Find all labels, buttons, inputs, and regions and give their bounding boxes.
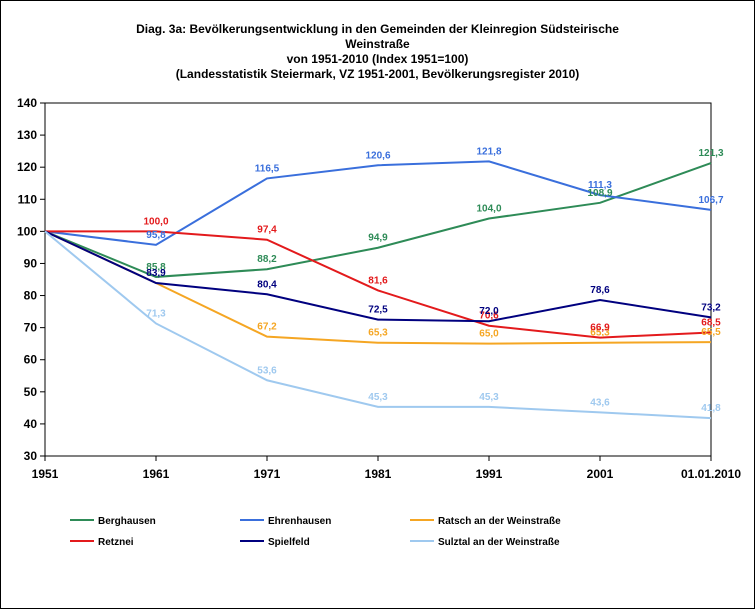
data-label: 68,5 xyxy=(701,317,721,328)
x-tick-label: 1981 xyxy=(365,467,392,481)
data-label: 67,2 xyxy=(257,322,277,333)
series-line-1 xyxy=(44,162,712,278)
series-line-4 xyxy=(45,230,712,339)
legend-label: Spielfeld xyxy=(268,537,310,548)
data-label: 73,2 xyxy=(701,302,721,313)
data-label: 53,6 xyxy=(257,365,277,376)
y-tick-label: 100 xyxy=(17,224,37,238)
data-label: 65,0 xyxy=(479,329,499,340)
data-label: 104,0 xyxy=(476,204,501,215)
chart-title-line-1: Diag. 3a: Bevölkerungsentwicklung in den… xyxy=(136,22,619,36)
data-label: 97,4 xyxy=(257,225,277,236)
data-label: 106,7 xyxy=(698,195,723,206)
x-tick-label: 1971 xyxy=(254,467,281,481)
data-label: 65,3 xyxy=(590,328,610,339)
y-tick-label: 60 xyxy=(24,353,38,367)
data-label: 70,6 xyxy=(479,311,499,322)
data-label: 121,3 xyxy=(698,148,723,159)
data-label: 72,0 xyxy=(479,306,499,317)
x-tick-label: 1961 xyxy=(143,467,170,481)
legend-label: Retznei xyxy=(98,537,134,548)
y-tick-label: 30 xyxy=(24,449,38,463)
x-tick-label: 2001 xyxy=(587,467,614,481)
data-label: 85,8 xyxy=(146,262,166,273)
y-tick-label: 40 xyxy=(24,417,38,431)
data-label: 65,5 xyxy=(701,327,721,338)
data-label: 41,8 xyxy=(701,403,721,414)
y-tick-label: 50 xyxy=(24,385,38,399)
data-label: 121,8 xyxy=(476,146,501,157)
data-label: 43,6 xyxy=(590,397,610,408)
y-tick-label: 140 xyxy=(17,96,37,110)
data-label: 65,3 xyxy=(368,328,388,339)
y-tick-label: 90 xyxy=(24,256,38,270)
data-label: 83,9 xyxy=(146,268,166,279)
y-tick-label: 120 xyxy=(17,160,37,174)
data-label: 116,5 xyxy=(255,163,280,174)
data-label: 94,9 xyxy=(368,233,388,244)
legend-label: Sulztal an der Weinstraße xyxy=(438,537,560,548)
y-tick-label: 130 xyxy=(17,128,37,142)
data-label: 78,6 xyxy=(590,285,610,296)
data-label: 88,2 xyxy=(257,254,277,265)
data-label: 95,8 xyxy=(146,230,166,241)
data-label: 66,9 xyxy=(590,323,610,334)
legend-label: Ratsch an der Weinstraße xyxy=(438,516,561,527)
y-tick-label: 80 xyxy=(24,289,38,303)
chart-title-line-4: (Landesstatistik Steiermark, VZ 1951-200… xyxy=(175,67,580,81)
data-label: 120,6 xyxy=(365,150,390,161)
data-label: 111,3 xyxy=(588,180,612,191)
legend-label: Berghausen xyxy=(98,516,156,527)
data-label: 80,4 xyxy=(257,279,277,290)
data-label: 108,9 xyxy=(587,188,612,199)
y-tick-label: 110 xyxy=(18,192,38,206)
series-line-5 xyxy=(44,230,712,323)
x-tick-label: 1991 xyxy=(476,467,503,481)
x-tick-label: 01.01.2010 xyxy=(681,467,741,481)
data-label: 100,0 xyxy=(143,216,168,227)
data-label: 71,3 xyxy=(146,308,166,319)
data-label: 81,6 xyxy=(368,275,388,286)
y-tick-label: 70 xyxy=(24,321,38,335)
legend-label: Ehrenhausen xyxy=(268,516,331,527)
series-line-2 xyxy=(44,160,712,246)
data-label: 45,3 xyxy=(479,392,499,403)
series-line-6 xyxy=(44,230,712,420)
chart-title-line-3: von 1951-2010 (Index 1951=100) xyxy=(286,52,469,66)
x-tick-label: 1951 xyxy=(32,467,59,481)
chart-title-line-2: Weinstraße xyxy=(345,37,410,51)
data-label: 45,3 xyxy=(368,392,388,403)
data-label: 72,5 xyxy=(368,305,388,316)
